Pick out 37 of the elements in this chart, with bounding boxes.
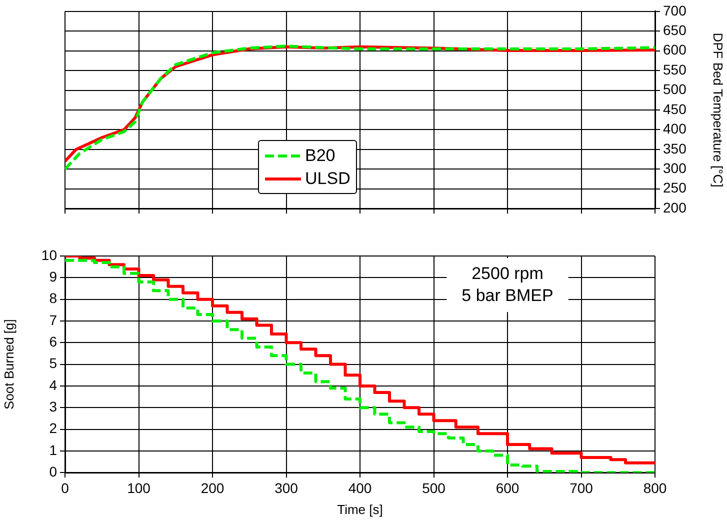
y-tick-label: 1	[49, 442, 58, 458]
y-tick-label: 700	[663, 2, 687, 18]
y-tick-label: 500	[663, 81, 687, 98]
x-tick-label: 300	[274, 480, 298, 496]
legend-label: ULSD	[305, 168, 350, 188]
y-tick-label: 250	[663, 180, 687, 196]
y-tick-label: 450	[663, 100, 687, 117]
y-tick-label: 300	[663, 160, 687, 176]
y-tick-label: 4	[49, 376, 58, 393]
annotation: 2500 rpm 5 bar BMEP	[462, 264, 554, 306]
x-tick-label: 0	[61, 480, 70, 496]
x-tick-label: 100	[127, 480, 151, 496]
y-axis-title: DPF Bed Temperature [°C]	[710, 32, 726, 188]
y-tick-label: 650	[663, 22, 687, 38]
y-tick-label: 9	[49, 268, 58, 285]
y-tick-label: 10	[41, 246, 58, 263]
x-tick-label: 600	[496, 480, 520, 496]
x-axis-title: Time [s]	[337, 502, 383, 517]
x-tick-label: 500	[422, 480, 446, 496]
y-tick-label: 5	[49, 355, 58, 372]
y-tick-label: 8	[49, 290, 58, 306]
y-tick-label: 0	[49, 463, 58, 480]
y-tick-label: 600	[663, 42, 687, 58]
x-tick-label: 700	[570, 480, 594, 496]
x-tick-label: 800	[643, 480, 667, 496]
y-tick-label: 400	[663, 120, 687, 137]
x-tick-label: 200	[200, 480, 224, 496]
y-tick-label: 7	[49, 312, 58, 328]
y-tick-label: 200	[663, 199, 687, 216]
y-tick-label: 3	[49, 398, 58, 414]
y-tick-label: 2	[49, 420, 58, 436]
x-tick-label: 400	[348, 480, 372, 496]
y-tick-label: 550	[663, 61, 687, 78]
y-tick-label: 350	[663, 140, 687, 156]
y-tick-label: 6	[49, 334, 58, 350]
legend-label: B20	[305, 146, 336, 166]
y-axis-title: Soot Burned [g]	[1, 319, 16, 410]
